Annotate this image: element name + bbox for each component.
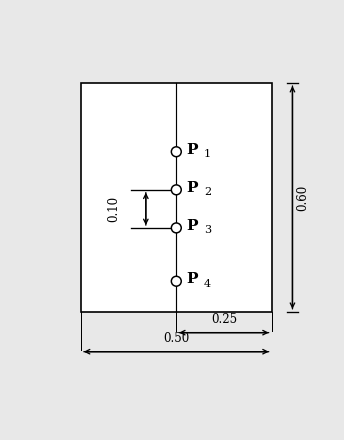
Text: 0.10: 0.10 xyxy=(107,196,120,222)
Text: P: P xyxy=(186,219,197,233)
Circle shape xyxy=(171,147,181,157)
Text: 0.50: 0.50 xyxy=(163,332,190,345)
Circle shape xyxy=(171,223,181,233)
Text: P: P xyxy=(186,143,197,157)
Text: 4: 4 xyxy=(204,279,211,289)
Text: 0.25: 0.25 xyxy=(211,313,237,326)
Circle shape xyxy=(171,276,181,286)
Bar xyxy=(81,83,271,312)
Text: 0.60: 0.60 xyxy=(297,184,310,211)
Text: 2: 2 xyxy=(204,187,211,197)
Text: P: P xyxy=(186,272,197,286)
Text: P: P xyxy=(186,181,197,195)
Text: 1: 1 xyxy=(204,149,211,159)
Text: 3: 3 xyxy=(204,225,211,235)
Circle shape xyxy=(171,185,181,195)
